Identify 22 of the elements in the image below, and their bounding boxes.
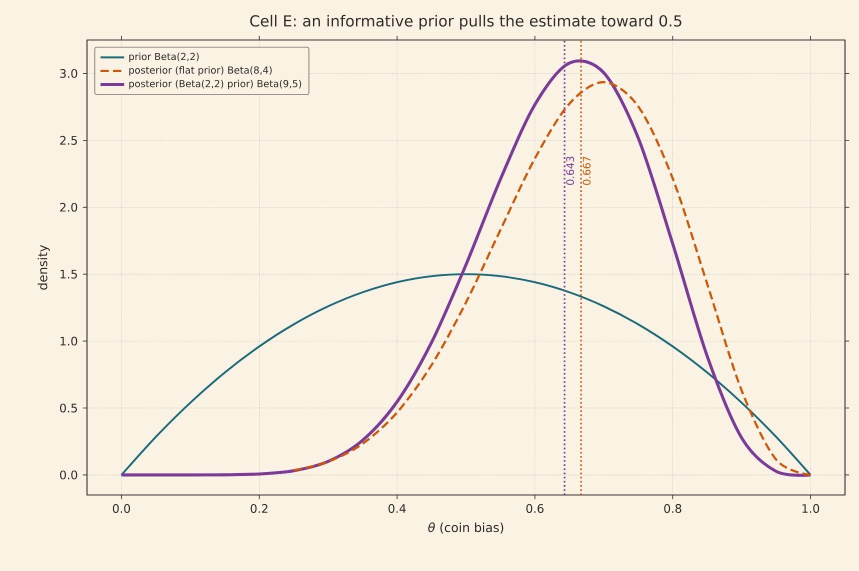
y-tick-label: 1.0 [60, 336, 78, 346]
line-series [120, 273, 812, 476]
y-tick-label: 2.0 [60, 202, 78, 212]
legend-label: prior Beta(2,2) [129, 52, 199, 62]
y-axis-title: density [38, 245, 50, 290]
y-tick-label: 0.5 [60, 404, 77, 412]
y-tick-label: 3.0 [60, 69, 78, 78]
ref-line-label: 0.667 [582, 156, 591, 185]
legend-label: posterior (flat prior) Beta(8,4) [129, 66, 272, 76]
y-tick-label: 2.5 [60, 136, 77, 145]
y-tick-label: 1.5 [60, 270, 77, 279]
x-tick-label: 0.2 [250, 504, 268, 513]
x-tick-label: 1.0 [802, 504, 820, 513]
x-tick-label: 0.8 [664, 504, 682, 513]
x-axis-title: θ (coin bias) [428, 522, 504, 534]
ref-line-label: 0.643 [566, 156, 574, 185]
x-tick-label: 0.6 [526, 504, 544, 513]
legend-label: posterior (Beta(2,2) prior) Beta(9,5) [129, 80, 302, 90]
chart-title: Cell E: an informative prior pulls the estimate toward 0.5 [250, 14, 682, 30]
y-tick-label: 0.0 [60, 470, 78, 480]
x-tick-label: 0.0 [112, 504, 130, 513]
x-tick-label: 0.4 [388, 504, 406, 513]
